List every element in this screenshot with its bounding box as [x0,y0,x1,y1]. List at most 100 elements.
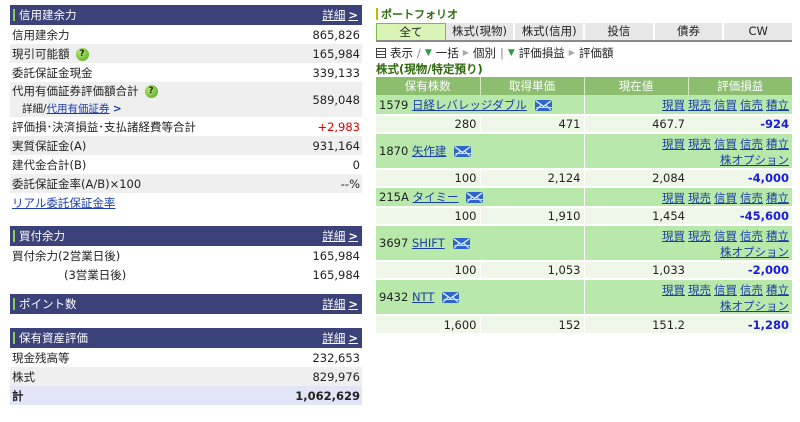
row-label: 信用建余力 [12,27,70,42]
trade-action-link[interactable]: 信買 [714,98,737,112]
shares-value: 100 [376,206,480,225]
trade-action-link[interactable]: 積立 [766,229,789,243]
detail-prefix: 詳細/ [22,103,47,115]
mail-icon[interactable] [442,292,460,303]
trade-action-link[interactable]: 信売 [740,229,763,243]
help-icon[interactable]: ? [75,47,89,61]
display-toolbar: 表示 / ▼ 一括 ▶ 個別 | ▼ 評価損益 ▶ 評価額 [376,44,792,61]
trade-action-link[interactable]: 現買 [662,229,685,243]
row-value: 165,984 [312,267,360,282]
mail-icon[interactable] [466,192,484,203]
cost-value: 1,053 [479,260,584,279]
credit-row: 評価損･決済損益･支払諸経費等合計 +2,983 [10,117,362,136]
assets-row: 現金残高等 232,653 [10,348,362,367]
stock-name-link[interactable]: 矢作建 [411,144,447,158]
tab-all[interactable]: 全て [376,23,446,40]
stock-option-link[interactable]: 株オプション [720,299,789,313]
trade-action-link[interactable]: 信買 [714,137,737,151]
chevron-right-icon: > [348,229,358,243]
stock-name-link[interactable]: NTT [411,290,435,304]
stock-option-link[interactable]: 株オプション [720,245,789,259]
buying-section-header: 買付余力 詳細 > [10,226,362,246]
stock-name-link[interactable]: 日経レバレッジダブル [411,97,527,112]
bulk-view-option[interactable]: 一括 [435,45,459,60]
mail-icon[interactable] [454,146,472,157]
credit-detail-link[interactable]: 詳細 > [322,8,358,22]
buying-section-title: 買付余力 [19,229,65,243]
chevron-right-icon: > [112,103,122,115]
trade-action-link[interactable]: 現売 [688,229,711,243]
trade-action-link[interactable]: 現売 [688,283,711,297]
real-margin-rate-link[interactable]: リアル委託保証金率 [12,195,116,210]
trade-action-link[interactable]: 現買 [662,98,685,112]
triangle-right-icon: ▶ [568,48,575,57]
trade-action-link[interactable]: 信買 [714,283,737,297]
eval-pl-option[interactable]: 評価損益 [518,45,565,60]
trade-action-link[interactable]: 積立 [766,137,789,151]
points-section-header: ポイント数 詳細 > [10,294,362,314]
trade-action-link[interactable]: 現買 [662,283,685,297]
tab-bonds[interactable]: 債券 [654,23,725,40]
stock-code: 215A [379,190,409,204]
row-value: 232,653 [312,350,360,365]
account-summary-panel: 信用建余力 詳細 > 信用建余力 865,826 現引可能額? 165,984 委託保… [10,5,362,405]
col-shares: 保有株数 [376,77,481,95]
pl-value: -924 [688,114,792,133]
stock-option-link[interactable]: 株オプション [720,153,789,167]
credit-row: 実質保証金(A) 931,164 [10,136,362,155]
row-label: 委託保証金現金 [12,65,93,80]
tab-stock-cash[interactable]: 株式(現物) [445,23,516,40]
trade-action-link[interactable]: 積立 [766,283,789,297]
holding-value-row: 100 1,053 1,033 -2,000 [376,260,792,279]
shares-value: 280 [376,114,480,133]
trade-action-link[interactable]: 信売 [740,98,763,112]
tab-cw[interactable]: CW [724,23,793,40]
individual-view-option[interactable]: 個別 [472,45,496,60]
row-label: 実質保証金(A) [12,138,87,153]
trade-action-link[interactable]: 現売 [688,191,711,205]
chevron-right-icon: > [348,297,358,311]
credit-section-title: 信用建余力 [19,8,77,22]
separator: | [499,45,504,60]
col-cost: 取得単価 [480,77,585,95]
row-value: 165,984 [312,248,360,263]
trade-action-link[interactable]: 積立 [766,98,789,112]
trade-action-link[interactable]: 信売 [740,137,763,151]
mail-icon[interactable] [534,99,552,111]
tab-stock-margin[interactable]: 株式(信用) [515,23,586,40]
collateral-securities-link[interactable]: 代用有価証券 [46,103,110,115]
tab-funds[interactable]: 投信 [585,23,655,40]
row-label: 株式 [12,369,35,384]
mail-icon[interactable] [452,238,470,249]
trade-action-link[interactable]: 現売 [688,98,711,112]
triangle-right-icon: ▶ [462,48,469,57]
credit-section-header: 信用建余力 詳細 > [10,5,362,25]
trade-action-link[interactable]: 信買 [714,229,737,243]
credit-row: 委託保証金現金 339,133 [10,63,362,82]
trade-action-link[interactable]: 現買 [662,191,685,205]
trade-action-link[interactable]: 信買 [714,191,737,205]
row-value: 1,062,629 [295,388,360,403]
assets-detail-link[interactable]: 詳細 > [322,331,358,345]
eval-amount-option[interactable]: 評価額 [578,45,614,60]
pl-value: -1,280 [688,314,792,333]
trade-action-link[interactable]: 信売 [740,191,763,205]
cost-value: 471 [479,114,584,133]
price-value: 1,454 [583,206,688,225]
trade-action-link[interactable]: 積立 [766,191,789,205]
portfolio-title-text: ポートフォリオ [381,8,458,21]
stock-name-link[interactable]: タイミー [412,190,459,204]
col-pl: 評価損益 [688,77,792,95]
pl-value: -2,000 [688,260,792,279]
buying-row: 買付余力(2営業日後) 165,984 [10,246,362,265]
help-icon[interactable]: ? [144,85,158,98]
points-detail-link[interactable]: 詳細 > [322,297,358,311]
trade-action-link[interactable]: 現売 [688,137,711,151]
points-section-title: ポイント数 [19,297,77,311]
trade-action-link[interactable]: 信売 [740,283,763,297]
stock-name-link[interactable]: SHIFT [411,236,445,250]
buying-detail-link[interactable]: 詳細 > [322,229,358,243]
holding-name-row: 215A タイミー 現買 現売 信買 信売 積立 [376,186,792,207]
trade-action-link[interactable]: 現買 [662,137,685,151]
holdings-section-title: 株式(現物/特定預り) [376,62,483,76]
